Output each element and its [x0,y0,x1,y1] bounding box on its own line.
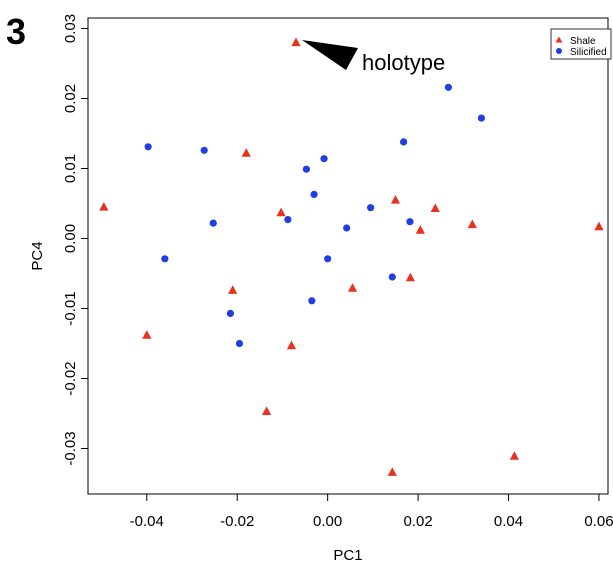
plot-frame [87,17,609,495]
y-axis: -0.03 -0.02 -0.01 0.00 0.01 0.02 0.03 [62,14,88,466]
shale-point [405,272,415,282]
shale-point [509,451,519,460]
legend-box [550,28,612,60]
silicified-point [406,218,414,226]
silicified-point [235,339,244,348]
shale-point [228,285,238,294]
holotype-arrow [302,40,358,70]
y-tick-label: 0.02 [62,84,79,113]
x-axis-label: PC1 [333,547,362,564]
y-tick-label: 0.00 [62,224,79,253]
shale-point [142,330,152,339]
x-tick-label: 0.00 [313,513,342,530]
silicified-point [444,83,452,91]
silicified-point [161,255,169,263]
x-tick-label: 0.02 [403,513,432,530]
silicified-point [400,138,408,146]
silicified-point [200,146,208,154]
legend-label-silicified: Silicified [570,47,607,58]
shale-point [286,340,297,350]
y-tick-label: -0.03 [62,431,79,465]
shale-point [262,406,272,415]
silicified-point [302,165,310,173]
legend-label-shale: Shale [570,36,596,47]
shale-point [430,203,440,212]
legend: Shale Silicified [550,28,612,60]
y-tick-label: 0.03 [62,14,79,43]
silicified-point [209,219,217,227]
legend-marker-shale [555,36,563,43]
shale-point [276,207,286,217]
silicified-point [477,114,485,122]
data-points [99,37,604,476]
y-tick-label: 0.01 [62,154,79,183]
shale-point [390,195,401,204]
shale-point [99,202,109,211]
shale-point [291,37,301,47]
y-tick-label: -0.02 [62,361,79,395]
x-tick-label: -0.04 [130,513,164,530]
shale-point [594,221,604,231]
silicified-point [324,255,332,263]
x-tick-label: 0.04 [494,513,523,530]
silicified-point [284,216,292,224]
shale-point [241,148,251,157]
silicified-point [308,297,316,305]
shale-point [467,219,477,229]
panel-label: 3 [6,11,26,52]
legend-marker-silicified [556,48,562,54]
silicified-point [367,204,375,212]
silicified-point [343,224,351,232]
silicified-point [144,143,152,151]
silicified-point [226,309,235,317]
x-tick-label: 0.06 [584,513,613,530]
shale-point [387,467,397,476]
shale-point [415,225,425,234]
y-tick-label: -0.01 [62,291,79,325]
x-axis: -0.04 -0.02 0.00 0.02 0.04 0.06 [130,494,613,530]
silicified-point [388,273,396,281]
y-axis-label: PC4 [29,241,46,270]
holotype-annotation: holotype [302,40,445,75]
silicified-point [310,190,318,198]
x-tick-label: -0.02 [220,513,254,530]
silicified-point [320,155,328,163]
shale-point [347,283,358,292]
holotype-label: holotype [362,50,445,75]
